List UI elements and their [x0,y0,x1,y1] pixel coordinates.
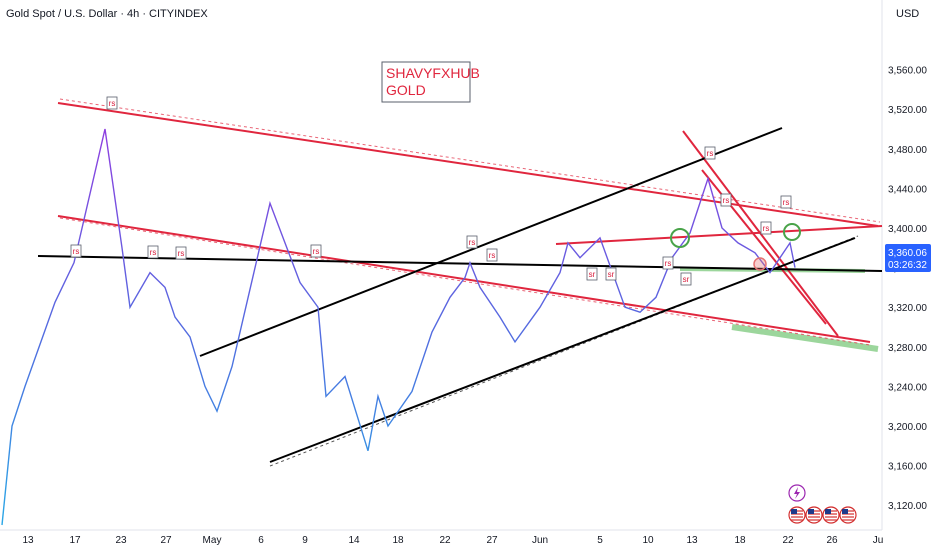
support-trendline[interactable] [269,237,856,463]
us-flag-icon[interactable] [839,506,857,524]
x-tick-label: 5 [597,535,603,546]
sr-marker[interactable]: sr [586,267,598,281]
sr-marker[interactable]: sr [680,272,692,286]
us-flag-icon[interactable] [805,506,823,524]
x-tick-label: 6 [258,535,264,546]
rs-marker[interactable]: rs [70,244,82,258]
currency-label: USD [896,8,919,20]
y-tick-label: 3,400.00 [888,224,927,235]
svg-text:rs: rs [178,249,185,258]
watermark-box: SHAVYFXHUB GOLD [381,61,480,103]
y-tick-label: 3,480.00 [888,145,927,156]
svg-text:rs: rs [723,196,730,205]
circle-marker-red[interactable] [753,257,767,271]
x-tick-label: 26 [826,535,838,546]
x-tick-label: 27 [160,535,172,546]
y-tick-label: 3,120.00 [888,501,927,512]
svg-text:rs: rs [469,238,476,247]
rs-marker[interactable]: rs [106,96,118,110]
rs-marker[interactable]: rs [466,235,478,249]
x-tick-label: 22 [439,535,451,546]
rs-marker[interactable]: rs [486,248,498,262]
svg-text:sr: sr [683,275,690,284]
range-top-trendline[interactable] [555,225,883,245]
last-price: 3,360.06 [888,248,927,259]
svg-text:sr: sr [608,270,615,279]
falling-trendline-2[interactable] [701,169,827,325]
channel-bottom-dashed[interactable] [59,217,871,346]
falling-trendline-1[interactable] [682,130,839,337]
rs-marker[interactable]: rs [760,221,772,235]
x-tick-label: 23 [115,535,127,546]
y-tick-label: 3,280.00 [888,343,927,354]
lightning-icon[interactable] [788,484,806,502]
svg-text:rs: rs [73,247,80,256]
y-tick-label: 3,560.00 [888,66,927,77]
us-flag-icon[interactable] [822,506,840,524]
watermark-line2: GOLD [386,82,426,98]
rs-marker[interactable]: rs [175,246,187,260]
y-tick-label: 3,200.00 [888,422,927,433]
svg-text:rs: rs [707,149,714,158]
price-axis[interactable]: 3,560.00 3,520.00 3,480.00 3,440.00 3,400.00… [888,66,927,513]
x-tick-label: May [203,535,222,546]
x-tick-label: 17 [69,535,81,546]
sr-marker[interactable]: sr [605,267,617,281]
x-tick-label: 22 [782,535,794,546]
channel-top-dashed[interactable] [59,98,881,223]
svg-text:sr: sr [589,270,596,279]
svg-text:rs: rs [763,224,770,233]
y-tick-label: 3,440.00 [888,184,927,195]
x-tick-label: Jun [532,535,548,546]
chart-title: Gold Spot / U.S. Dollar · 4h · CITYINDEX [6,8,208,20]
us-flag-icon[interactable] [788,506,806,524]
rs-sr-markers: rs rs rs rs rs rs rs sr sr rs sr rs rs rs rs [70,96,792,286]
circle-marker-1[interactable] [670,228,690,248]
circle-marker-2[interactable] [783,223,801,241]
y-tick-label: 3,320.00 [888,303,927,314]
y-tick-label: 3,240.00 [888,382,927,393]
y-tick-label: 3,160.00 [888,462,927,473]
x-tick-label: 18 [734,535,746,546]
svg-text:rs: rs [783,198,790,207]
bar-countdown: 03:26:32 [888,260,927,271]
svg-text:rs: rs [109,99,116,108]
x-tick-label: 14 [348,535,360,546]
x-tick-label: 13 [22,535,34,546]
watermark-line1: SHAVYFXHUB [386,65,480,81]
svg-text:rs: rs [489,251,496,260]
x-tick-label: 13 [686,535,698,546]
channel-top-trendline[interactable] [57,102,879,227]
x-tick-label: Ju [873,535,884,546]
x-tick-label: 10 [642,535,654,546]
svg-text:rs: rs [150,248,157,257]
rs-marker[interactable]: rs [147,245,159,259]
last-price-badge: 3,360.06 03:26:32 [885,244,931,272]
support-zone-lower[interactable] [731,324,879,352]
rising-trendline[interactable] [199,127,783,357]
rs-marker[interactable]: rs [720,193,732,207]
rs-marker[interactable]: rs [662,256,674,270]
rs-marker[interactable]: rs [704,146,716,160]
rs-marker[interactable]: rs [780,195,792,209]
svg-text:rs: rs [313,247,320,256]
price-series-line[interactable] [1,128,796,526]
svg-text:rs: rs [665,259,672,268]
rs-marker[interactable]: rs [310,244,322,258]
y-tick-label: 3,520.00 [888,105,927,116]
x-tick-label: 18 [392,535,404,546]
time-axis[interactable]: 13 17 23 27 May 6 9 14 18 22 27 Jun 5 10 13 18 22 26 Ju [22,535,883,546]
x-tick-label: 27 [486,535,498,546]
x-tick-label: 9 [302,535,308,546]
